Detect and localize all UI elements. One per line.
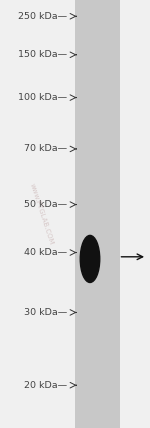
Ellipse shape	[80, 235, 100, 282]
Text: 150 kDa—: 150 kDa—	[18, 50, 68, 59]
Text: 30 kDa—: 30 kDa—	[24, 308, 68, 317]
Text: www.PTGLAB.COM: www.PTGLAB.COM	[29, 182, 55, 246]
Text: 250 kDa—: 250 kDa—	[18, 12, 68, 21]
Text: 20 kDa—: 20 kDa—	[24, 380, 68, 390]
Text: 70 kDa—: 70 kDa—	[24, 144, 68, 154]
Text: 40 kDa—: 40 kDa—	[24, 248, 68, 257]
Bar	[75, 0, 120, 428]
Text: 100 kDa—: 100 kDa—	[18, 93, 68, 102]
Text: 50 kDa—: 50 kDa—	[24, 200, 68, 209]
